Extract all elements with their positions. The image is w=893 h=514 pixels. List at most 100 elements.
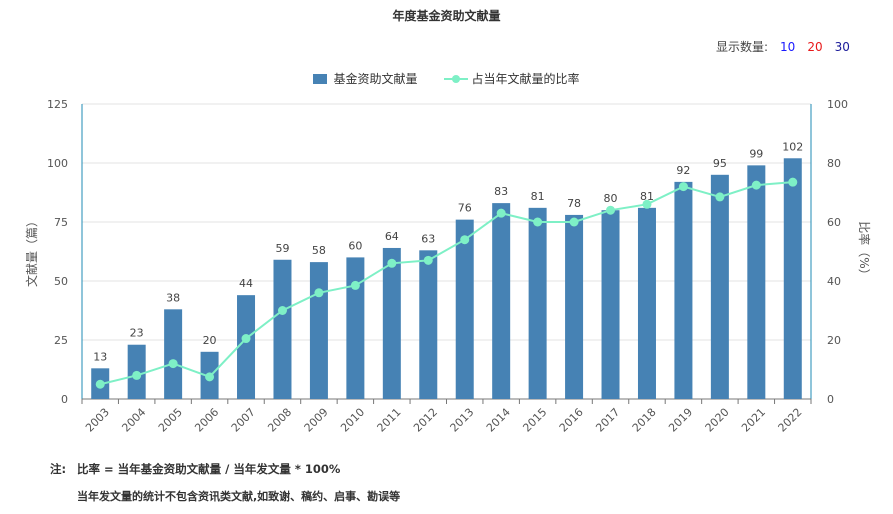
y2-tick-label: 40 — [827, 275, 841, 288]
bar — [273, 259, 292, 399]
x-tick-label: 2008 — [265, 406, 294, 435]
y-tick-label: 75 — [54, 216, 68, 229]
ratio-line — [99, 181, 793, 386]
bar-value-label: 20 — [203, 334, 217, 347]
y2-tick-label: 0 — [827, 393, 834, 406]
bar — [492, 203, 511, 399]
notes-label: 注: — [50, 462, 67, 476]
bar — [783, 158, 802, 399]
bar — [419, 250, 438, 399]
chart-title: 年度基金资助文献量 — [392, 9, 501, 23]
x-tick-label: 2007 — [229, 406, 258, 435]
x-tick-label: 2022 — [776, 406, 805, 435]
y-tick-label: 100 — [47, 157, 68, 170]
y-tick-label: 0 — [61, 393, 68, 406]
y-tick-label: 25 — [54, 334, 68, 347]
bar-value-label: 78 — [567, 197, 581, 210]
bar — [601, 210, 620, 399]
y2-tick-label: 100 — [827, 98, 848, 111]
ratio-point — [496, 208, 506, 218]
display-count-label: 显示数量: — [716, 40, 769, 54]
ratio-point — [460, 235, 470, 245]
bar — [309, 262, 328, 399]
ratio-point — [314, 288, 324, 298]
legend-item-line[interactable]: 占当年文献量的比率 — [443, 70, 580, 87]
x-tick-label: 2016 — [557, 406, 586, 435]
x-tick-label: 2017 — [593, 406, 622, 435]
x-tick-label: 2012 — [411, 406, 440, 435]
display-count-option-10[interactable]: 10 — [780, 39, 796, 54]
bar — [164, 309, 183, 399]
bar — [346, 257, 365, 399]
bar-value-label: 81 — [640, 190, 654, 203]
bar-value-label: 63 — [421, 232, 435, 245]
bar-value-label: 99 — [749, 147, 763, 160]
y2-tick-label: 20 — [827, 334, 841, 347]
bar-value-label: 59 — [275, 242, 289, 255]
display-count-option-30[interactable]: 30 — [834, 39, 850, 54]
x-tick-label: 2010 — [338, 406, 367, 435]
x-tick-label: 2009 — [302, 406, 331, 435]
ratio-point — [423, 255, 433, 265]
x-tick-label: 2013 — [448, 406, 477, 435]
y2-axis-title: 比率（%） — [857, 221, 872, 280]
y-axis-title: 文献量（篇） — [24, 215, 39, 287]
bar — [382, 247, 401, 399]
bar — [455, 219, 474, 399]
bar-value-label: 81 — [531, 190, 545, 203]
bar — [674, 181, 693, 399]
y2-tick-label: 80 — [827, 157, 841, 170]
ratio-point — [715, 192, 725, 202]
bar — [237, 295, 256, 399]
bar-value-label: 83 — [494, 185, 508, 198]
y-tick-label: 125 — [47, 98, 68, 111]
bar — [637, 207, 656, 399]
ratio-point — [168, 359, 178, 369]
display-count-selector: 显示数量: 10 20 30 — [716, 38, 850, 55]
bar-value-label: 92 — [676, 164, 690, 177]
bar-value-label: 95 — [713, 157, 727, 170]
ratio-point — [751, 180, 761, 190]
ratio-point — [277, 306, 287, 315]
legend-bar-swatch — [313, 73, 328, 84]
bar — [528, 207, 547, 399]
bar-value-label: 38 — [166, 291, 180, 304]
bar-value-label: 23 — [130, 327, 144, 340]
ratio-point — [205, 372, 215, 382]
x-tick-label: 2003 — [83, 406, 112, 435]
ratio-point — [241, 334, 251, 344]
bar — [710, 174, 729, 399]
bar-value-label: 76 — [458, 202, 472, 215]
bar — [565, 214, 584, 399]
x-tick-label: 2006 — [192, 406, 221, 435]
bar-value-label: 44 — [239, 277, 253, 290]
x-tick-label: 2015 — [520, 406, 549, 435]
y-tick-label: 50 — [54, 275, 68, 288]
ratio-point — [788, 177, 798, 187]
legend-line-swatch — [443, 74, 468, 83]
chart-notes: 注: 比率 = 当年基金资助文献量 / 当年发文量 * 100% 当年发文量的统… — [50, 461, 400, 504]
ratio-point — [95, 379, 105, 389]
x-tick-label: 2021 — [739, 406, 768, 435]
bar-value-label: 80 — [604, 192, 618, 205]
x-tick-label: 2005 — [156, 406, 185, 435]
ratio-point — [678, 182, 688, 192]
bar-value-label: 64 — [385, 230, 399, 243]
ratio-point — [642, 199, 652, 209]
bar-value-label: 102 — [782, 140, 803, 153]
legend-item-bar[interactable]: 基金资助文献量 — [313, 70, 418, 87]
x-tick-label: 2019 — [666, 406, 695, 435]
bar — [747, 165, 766, 399]
chart-legend: 基金资助文献量 占当年文献量的比率 — [0, 70, 893, 87]
legend-bar-label: 基金资助文献量 — [333, 72, 418, 86]
ratio-point — [569, 217, 579, 227]
x-tick-label: 2020 — [703, 406, 732, 435]
notes-line-2: 当年发文量的统计不包含资讯类文献,如致谢、稿约、启事、勘误等 — [77, 490, 401, 503]
bar-value-label: 60 — [348, 239, 362, 252]
x-tick-label: 2014 — [484, 406, 513, 435]
bar-value-label: 13 — [93, 350, 107, 363]
ratio-point — [350, 280, 360, 290]
display-count-option-20[interactable]: 20 — [807, 39, 823, 54]
x-tick-label: 2011 — [375, 406, 404, 435]
